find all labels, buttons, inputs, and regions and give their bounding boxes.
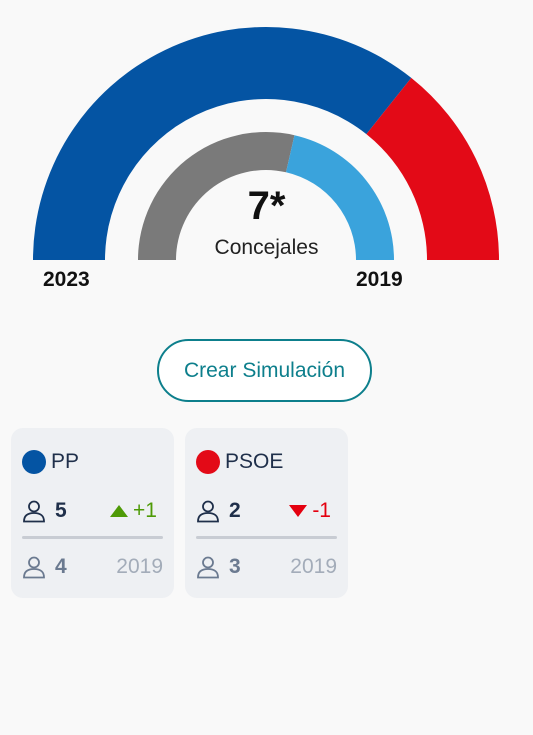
party-name: PSOE xyxy=(225,450,284,473)
2019-slice-1 xyxy=(138,131,295,260)
2023-slice-pp xyxy=(33,26,412,260)
seats-chart xyxy=(33,26,499,260)
total-seats-label: Concejales xyxy=(214,236,319,259)
party-color-dot xyxy=(196,450,220,474)
previous-year: 2019 xyxy=(116,555,163,578)
party-card-psoe[interactable]: PSOE 2 -1 3 2019 xyxy=(185,428,348,598)
inner-ring-year-label: 2019 xyxy=(356,268,403,291)
current-seats: 2 xyxy=(229,499,241,522)
seat-change: -1 xyxy=(288,499,331,523)
previous-seats: 3 xyxy=(229,555,241,578)
triangle-up-icon xyxy=(110,505,129,517)
divider xyxy=(196,536,337,539)
outer-ring-2023 xyxy=(33,26,499,260)
seat-change: +1 xyxy=(109,499,157,523)
triangle-down-icon xyxy=(289,505,308,517)
party-color-dot xyxy=(22,450,46,474)
2023-slice-psoe xyxy=(366,77,499,260)
create-simulation-button[interactable]: Crear Simulación xyxy=(157,339,372,402)
previous-seats: 4 xyxy=(55,555,67,578)
party-card-pp[interactable]: PP 5 +1 4 2019 xyxy=(11,428,174,598)
previous-year: 2019 xyxy=(290,555,337,578)
seat-change-value: +1 xyxy=(133,499,157,522)
person-icon xyxy=(23,500,45,523)
inner-ring-2019 xyxy=(138,131,394,260)
person-icon xyxy=(197,500,219,523)
person-icon xyxy=(197,556,219,579)
divider xyxy=(22,536,163,539)
2019-slice-2 xyxy=(286,135,394,260)
party-name: PP xyxy=(51,450,80,473)
outer-ring-year-label: 2023 xyxy=(43,268,90,291)
person-icon xyxy=(23,556,45,579)
seat-change-value: -1 xyxy=(312,499,331,522)
total-seats-value: 7* xyxy=(247,184,286,228)
current-seats: 5 xyxy=(55,499,67,522)
